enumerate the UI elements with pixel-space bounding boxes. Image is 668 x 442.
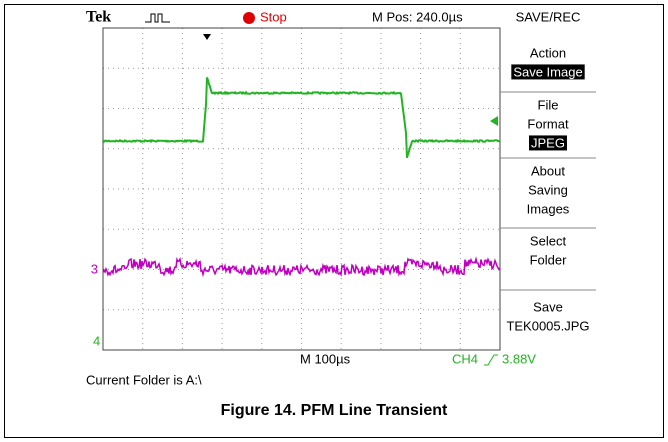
- menu-label[interactable]: TEK0005.JPG: [506, 318, 589, 333]
- menu-label[interactable]: Format: [527, 116, 569, 131]
- status-line: Current Folder is A:\: [86, 372, 202, 387]
- caption: Figure 14. PFM Line Transient: [221, 402, 448, 419]
- trigger-level: 3.88V: [502, 351, 536, 366]
- menu-label[interactable]: Saving: [528, 182, 568, 197]
- menu-value-highlight: [511, 64, 585, 80]
- acquisition-icon: [145, 13, 170, 23]
- brand: Tek: [86, 9, 111, 26]
- menu-label[interactable]: About: [531, 163, 565, 178]
- menu-label[interactable]: Save: [533, 299, 563, 314]
- horizontal-position: M Pos: 240.0µs: [372, 9, 463, 24]
- menu-label[interactable]: Select: [530, 233, 567, 248]
- menu-value[interactable]: Save Image: [513, 64, 582, 79]
- trigger-position-arrow: [203, 34, 211, 40]
- menu-item[interactable]: About Saving Images: [527, 163, 570, 216]
- menu-value-highlight: [529, 135, 567, 151]
- menu-title: SAVE/REC: [516, 9, 581, 24]
- stop-indicator: [243, 12, 255, 24]
- channel-marker: 3: [91, 261, 98, 276]
- screen-border: [102, 27, 501, 351]
- trigger-slope-icon: [484, 354, 498, 366]
- menu-label[interactable]: Images: [527, 201, 570, 216]
- trigger-channel: CH4: [452, 351, 478, 366]
- channel-marker: 4: [93, 333, 100, 348]
- menu-item[interactable]: Save TEK0005.JPG: [506, 299, 589, 333]
- menu-item[interactable]: Action Save Image: [511, 45, 585, 80]
- menu-label[interactable]: Action: [530, 45, 566, 60]
- menu-item[interactable]: File Format JPEG: [527, 97, 569, 151]
- timebase: M 100µs: [300, 351, 351, 366]
- menu-item[interactable]: Select Folder: [530, 233, 568, 267]
- menu-label[interactable]: File: [538, 97, 559, 112]
- channel-trace-green: [102, 77, 501, 159]
- menu-value[interactable]: JPEG: [531, 135, 565, 150]
- side-menu: SAVE/REC Action Save Image File Format JPEG A…: [500, 9, 596, 333]
- trigger-level-arrow: [490, 116, 498, 126]
- run-status: Stop: [260, 9, 287, 24]
- channel-trace-magenta: [102, 256, 501, 278]
- menu-label[interactable]: Folder: [530, 252, 568, 267]
